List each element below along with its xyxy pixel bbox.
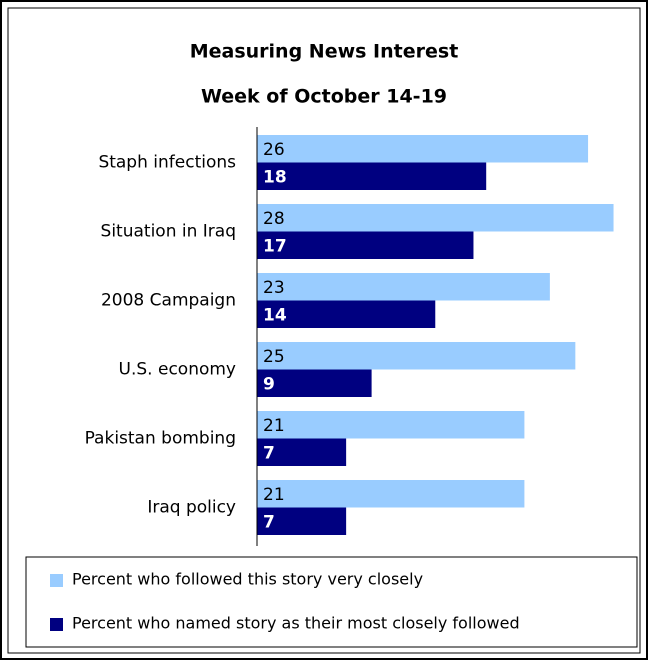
value-label: 21 — [263, 485, 285, 505]
y-tick-label: U.S. economy — [119, 360, 236, 380]
value-label: 14 — [263, 305, 287, 325]
value-label: 18 — [263, 167, 287, 187]
legend-label: Percent who named story as their most cl… — [72, 614, 520, 633]
bar — [257, 480, 525, 508]
bar — [257, 369, 372, 397]
chart-title: Measuring News Interest — [190, 41, 459, 63]
legend-swatch — [50, 618, 63, 631]
y-tick-label: 2008 Campaign — [101, 291, 236, 311]
legend-box — [25, 556, 638, 648]
value-label: 28 — [263, 209, 285, 229]
bar — [257, 162, 487, 190]
bar — [257, 507, 347, 535]
bar — [257, 135, 589, 163]
value-label: 23 — [263, 278, 285, 298]
value-label: 7 — [263, 512, 275, 532]
y-tick-label: Situation in Iraq — [101, 222, 236, 242]
bar — [257, 273, 550, 301]
y-tick-label: Iraq policy — [147, 498, 236, 518]
value-label: 25 — [263, 347, 285, 367]
bar — [257, 438, 347, 466]
value-label: 26 — [263, 140, 285, 160]
value-label: 17 — [263, 236, 287, 256]
legend-label: Percent who followed this story very clo… — [72, 570, 423, 589]
bar — [257, 411, 525, 439]
chart-subtitle: Week of October 14-19 — [201, 86, 447, 108]
bar — [257, 300, 436, 328]
bar — [257, 231, 474, 259]
y-tick-label: Staph infections — [98, 153, 236, 173]
y-tick-label: Pakistan bombing — [85, 429, 236, 449]
legend-swatch — [50, 574, 63, 587]
value-label: 7 — [263, 443, 275, 463]
value-label: 9 — [263, 374, 275, 394]
inner-frame — [7, 7, 641, 654]
value-label: 21 — [263, 416, 285, 436]
bar — [257, 342, 576, 370]
bar — [257, 204, 614, 232]
